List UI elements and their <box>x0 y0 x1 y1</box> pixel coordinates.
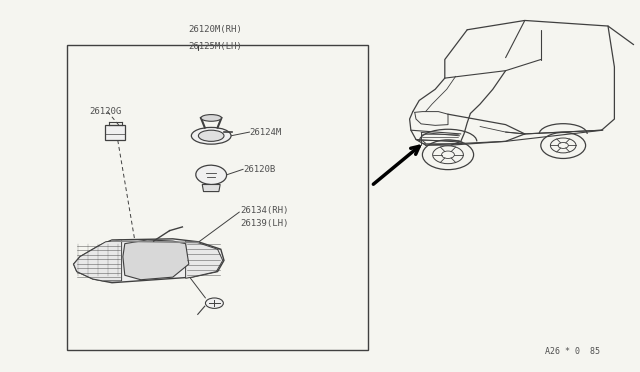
Polygon shape <box>74 239 224 283</box>
Polygon shape <box>74 240 122 281</box>
Bar <box>67 45 368 350</box>
Polygon shape <box>186 241 223 278</box>
Text: 26125M(LH): 26125M(LH) <box>189 42 243 51</box>
Ellipse shape <box>201 115 221 121</box>
Polygon shape <box>202 185 220 192</box>
Text: 26124M: 26124M <box>250 128 282 137</box>
Text: 26120M(RH): 26120M(RH) <box>189 25 243 34</box>
Text: 26134(RH): 26134(RH) <box>240 206 289 215</box>
Text: A26 * 0  85: A26 * 0 85 <box>545 347 600 356</box>
Text: 26139(LH): 26139(LH) <box>240 219 289 228</box>
Text: 26120G: 26120G <box>90 107 122 116</box>
Ellipse shape <box>191 127 231 144</box>
Polygon shape <box>123 240 189 280</box>
Ellipse shape <box>198 130 224 141</box>
Circle shape <box>205 298 223 308</box>
Text: 26120B: 26120B <box>243 165 275 174</box>
Ellipse shape <box>196 165 227 185</box>
Bar <box>105 125 125 140</box>
